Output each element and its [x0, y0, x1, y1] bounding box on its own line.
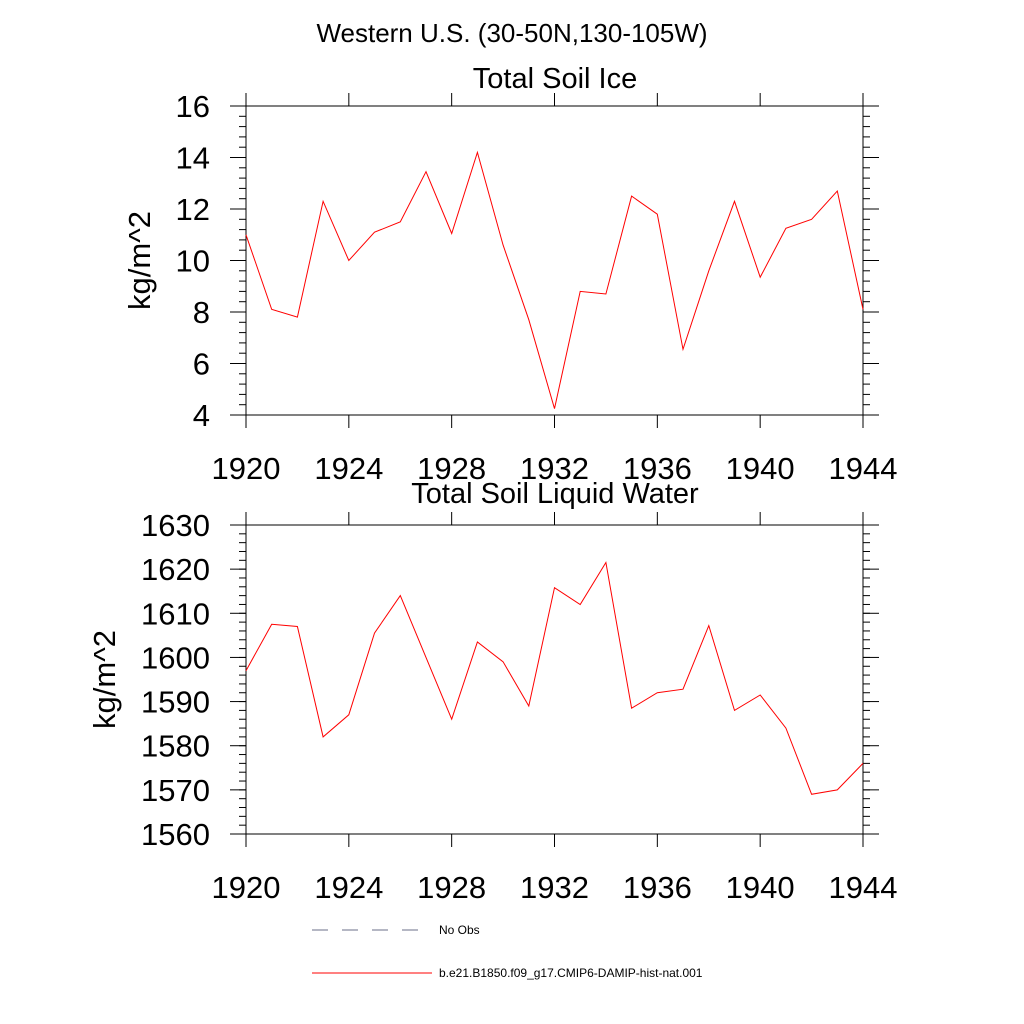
y-tick-label: 1610 — [141, 596, 210, 631]
y-tick-label: 10 — [176, 244, 210, 279]
series-line — [245, 150, 864, 409]
legend: No Obs b.e21.B1850.f09_g17.CMIP6-DAMIP-h… — [312, 923, 703, 980]
x-tick-label: 1940 — [726, 870, 795, 905]
y-axis-label: kg/m^2 — [87, 630, 122, 729]
x-tick-label: 1944 — [829, 451, 898, 486]
y-tick-label: 1580 — [141, 729, 210, 764]
legend-label-model: b.e21.B1850.f09_g17.CMIP6-DAMIP-hist-nat… — [439, 966, 703, 980]
y-tick-label: 1570 — [141, 773, 210, 808]
panel-title: Total Soil Liquid Water — [411, 478, 699, 510]
y-tick-label: 6 — [193, 347, 210, 382]
plot-frame — [245, 105, 864, 416]
y-tick-label: 8 — [193, 295, 210, 330]
panel-title: Total Soil Ice — [473, 63, 637, 95]
y-tick-label: 1590 — [141, 685, 210, 720]
legend-label-no-obs: No Obs — [439, 923, 480, 937]
y-tick-label: 1630 — [141, 508, 210, 543]
y-tick-label: 4 — [193, 398, 210, 433]
x-tick-label: 1932 — [520, 870, 589, 905]
plot-frame — [245, 524, 864, 835]
series-line — [245, 561, 864, 795]
y-tick-label: 14 — [176, 141, 210, 176]
panel-soil-ice: Total Soil Ice 1920 1924 1928 1932 1936 1940 1… — [122, 63, 897, 486]
x-tick-label: 1924 — [314, 870, 383, 905]
y-tick-label: 1560 — [141, 817, 210, 852]
y-tick-label: 1600 — [141, 640, 210, 675]
x-tick-label: 1932 — [520, 451, 589, 486]
x-tick-label: 1944 — [829, 870, 898, 905]
y-tick-label: 1620 — [141, 552, 210, 587]
y-tick-label: 16 — [176, 89, 210, 124]
panel-soil-liquid-water: Total Soil Liquid Water 1920 1924 1928 1932… — [87, 478, 897, 905]
x-tick-label: 1924 — [314, 451, 383, 486]
x-tick-label: 1928 — [417, 870, 486, 905]
x-tick-label: 1940 — [726, 451, 795, 486]
y-axis-label: kg/m^2 — [122, 211, 157, 310]
x-tick-label: 1936 — [623, 870, 692, 905]
x-tick-label: 1936 — [623, 451, 692, 486]
x-tick-label: 1920 — [212, 451, 281, 486]
y-tick-label: 12 — [176, 192, 210, 227]
x-tick-label: 1920 — [212, 870, 281, 905]
x-tick-label: 1928 — [417, 451, 486, 486]
main-title: Western U.S. (30-50N,130-105W) — [316, 18, 707, 48]
